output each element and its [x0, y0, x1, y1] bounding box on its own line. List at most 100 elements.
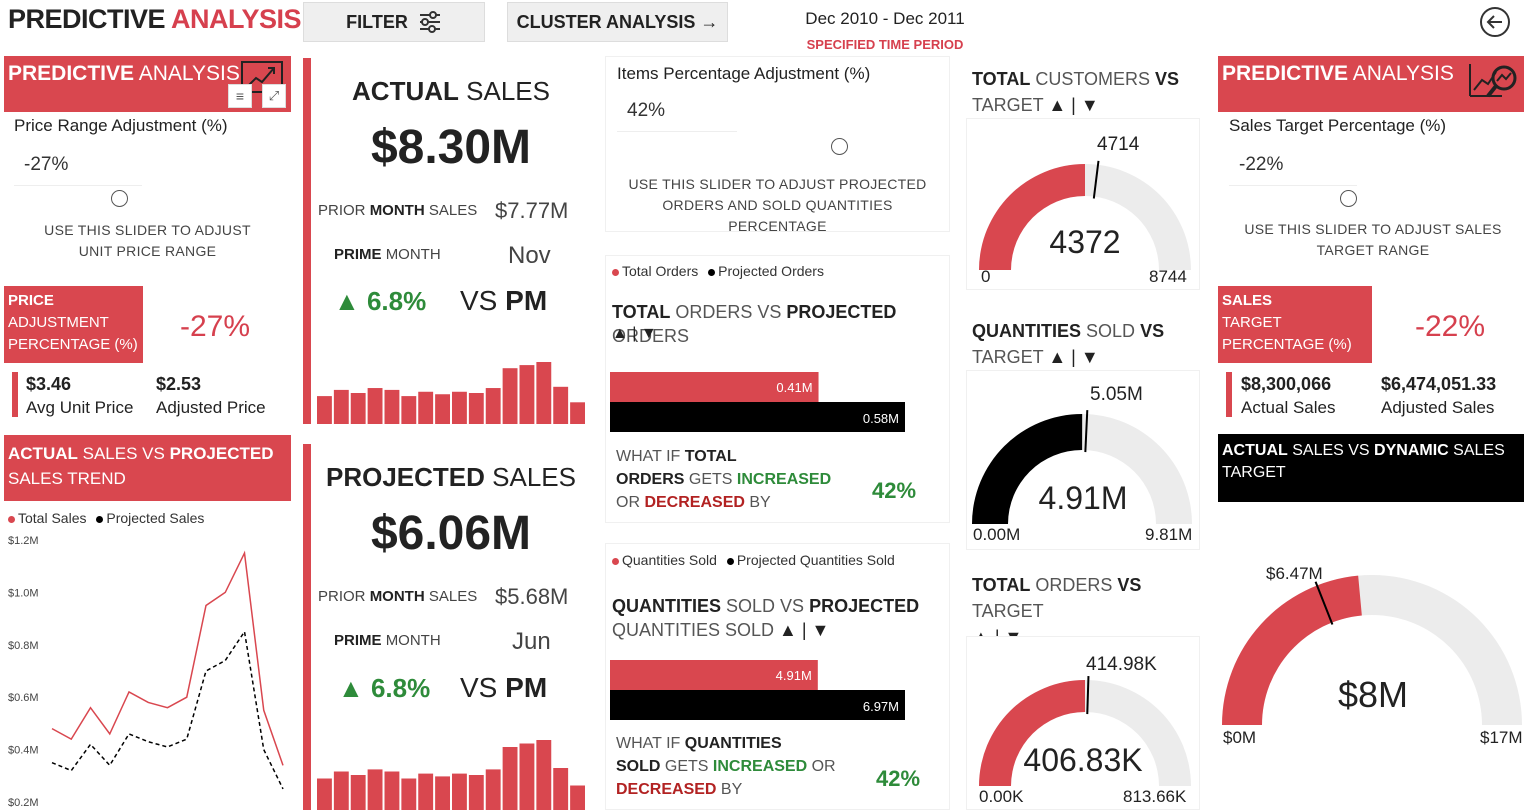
quantities-gauge-title: QUANTITIES SOLD VS TARGET ▲ | ▼ [972, 318, 1202, 370]
spark-bar [485, 769, 501, 810]
projected-prime-light: MONTH [385, 632, 441, 649]
avg-unit-price-label: Avg Unit Price [26, 398, 134, 417]
orders-arrows: ▲ | ▼ [612, 325, 657, 343]
gauge-fill [979, 680, 1085, 786]
items-adjust-caption: USE THIS SLIDER TO ADJUST PROJECTED ORDE… [628, 176, 927, 234]
spark-bar [485, 388, 501, 424]
items-adjust-input[interactable]: 42% [617, 92, 737, 132]
orders-target-label: 414.98K [1086, 654, 1157, 675]
focus-mode-icon[interactable]: ⤢ [262, 84, 286, 108]
left-panel-title-light: ANALYSIS [138, 62, 240, 85]
adjusted-price-value: $2.53 [156, 374, 202, 394]
date-range: Dec 2010 - Dec 2011 [805, 9, 965, 28]
projected-prime-value: Jun [512, 628, 551, 655]
spark-bar [384, 389, 400, 424]
sales-target-tag-bold: SALES [1222, 292, 1273, 309]
bar-projected-label: 6.97M [863, 699, 899, 714]
left-panel-title-bold: PREDICTIVE [8, 62, 135, 85]
spark-bar [519, 743, 535, 810]
customers-title-b1: TOTAL [972, 69, 1031, 89]
spark-bar [553, 768, 569, 810]
spark-bar [317, 778, 332, 810]
projected-prior-value: $5.68M [495, 584, 569, 609]
trend-legend: Total Sales Projected Sales [8, 510, 204, 526]
price-adjustment-value: -27% [179, 310, 251, 343]
period-label: SPECIFIED TIME PERIOD [806, 37, 964, 52]
items-adjust-card [605, 56, 950, 232]
cluster-analysis-button[interactable]: CLUSTER ANALYSIS → [507, 2, 728, 42]
orders-value: 406.83K [1023, 742, 1143, 778]
cluster-analysis-label: CLUSTER ANALYSIS → [516, 11, 719, 32]
bar-actual [610, 660, 818, 690]
price-range-slider[interactable] [111, 190, 128, 207]
dashboard-title-bold: PREDICTIVE [8, 4, 166, 34]
projected-change: ▲ 6.8% [338, 673, 431, 703]
right-panel-header: PREDICTIVE ANALYSIS [1218, 56, 1524, 112]
quantities-whatif-b2: SOLD [616, 758, 661, 775]
actual-sales-amount: $8,300,066 [1241, 374, 1332, 394]
trend-title-bold2: PROJECTED [169, 444, 274, 463]
spark-bar [468, 775, 484, 810]
actual-prior-pre: PRIOR [318, 202, 366, 219]
projected-prior-pre: PRIOR [318, 588, 366, 605]
quantities-max: 9.81M [1145, 525, 1193, 544]
bar-projected [610, 690, 905, 720]
actual-sales-amount-label: Actual Sales [1241, 398, 1336, 417]
dynamic-min: $0M [1223, 728, 1257, 747]
orders-gauge-title-l1: ORDERS [1035, 575, 1113, 595]
quantities-whatif: WHAT IF QUANTITIES SOLD GETS INCREASED O… [616, 732, 856, 801]
quantities-legend: Quantities Sold Projected Quantities Sol… [612, 552, 895, 568]
quantities-gauge [972, 410, 1192, 524]
spark-bar [519, 365, 535, 424]
sales-target-input[interactable]: -22% [1229, 146, 1357, 186]
spark-bar [570, 785, 585, 810]
sales-target-slider[interactable] [1340, 190, 1357, 207]
orders-gauge-title-b1: TOTAL [972, 575, 1031, 595]
adjusted-sales-amount: $6,474,051.33 [1381, 374, 1497, 394]
actual-prime-bold: PRIME [334, 246, 382, 263]
quantities-whatif-inc: INCREASED [712, 758, 808, 775]
items-adjust-slider[interactable] [831, 138, 848, 155]
quantities-whatif-4: BY [720, 781, 743, 798]
filter-visual-icon[interactable]: ≡ [228, 84, 252, 108]
qty-gauge-arrows: ▲ | ▼ [1048, 347, 1099, 367]
items-adjust-label: Items Percentage Adjustment (%) [617, 64, 871, 83]
spark-bar [384, 771, 400, 810]
actual-prime-value: Nov [508, 242, 551, 269]
projected-prior-post: SALES [428, 588, 478, 605]
orders-whatif-3: OR [616, 494, 640, 511]
spark-bar [317, 396, 332, 424]
bar-actual-label: 4.91M [776, 668, 812, 683]
projected-prior-bold: MONTH [369, 588, 425, 605]
quantities-legend-dot2 [726, 557, 734, 565]
orders-bar-chart: 0.41M 0.58M [610, 372, 905, 432]
sales-target-tag-value: -22% [1414, 310, 1486, 343]
quantities-whatif-1: WHAT IF [616, 735, 681, 752]
quantities-whatif-dec: DECREASED [616, 781, 717, 798]
dyn-title-l1: SALES VS [1292, 442, 1370, 459]
customers-title-l2: TARGET [972, 95, 1044, 115]
quantities-title-b1: QUANTITIES [612, 596, 722, 616]
filter-button[interactable]: FILTER [303, 2, 485, 42]
projected-sales-value: $6.06M [370, 507, 532, 560]
price-range-input[interactable]: -27% [14, 146, 142, 186]
orders-title: TOTAL ORDERS VS PROJECTED ORDERS [612, 300, 947, 348]
legend-dot-projected [96, 515, 104, 523]
price-adjustment-tag-bold: PRICE [8, 292, 54, 309]
sales-target-caption: USE THIS SLIDER TO ADJUST SALES TARGET R… [1244, 221, 1502, 258]
sales-trend-chart: $1.2M $1.0M $0.8M $0.6M $0.4M $0.2M [8, 535, 284, 809]
series-line [51, 550, 284, 766]
orders-whatif-dec: DECREASED [644, 494, 745, 511]
customers-gauge-title: TOTAL CUSTOMERS VS TARGET ▲ | ▼ [972, 66, 1202, 118]
trend-title-light1: SALES VS [82, 444, 165, 463]
spark-bar [401, 778, 417, 810]
customers-title-l1: CUSTOMERS [1035, 69, 1151, 89]
actual-vs: VS PM [460, 285, 547, 317]
dyn-title-b1: ACTUAL [1222, 442, 1288, 459]
orders-title-l1: ORDERS VS [675, 302, 782, 322]
legend-total-sales: Total Sales [18, 510, 87, 526]
orders-whatif-b1: TOTAL [684, 448, 737, 465]
sales-target-label: Sales Target Percentage (%) [1229, 116, 1447, 135]
back-arrow-icon[interactable] [1479, 6, 1511, 38]
y-tick-label: $1.0M [8, 587, 39, 599]
